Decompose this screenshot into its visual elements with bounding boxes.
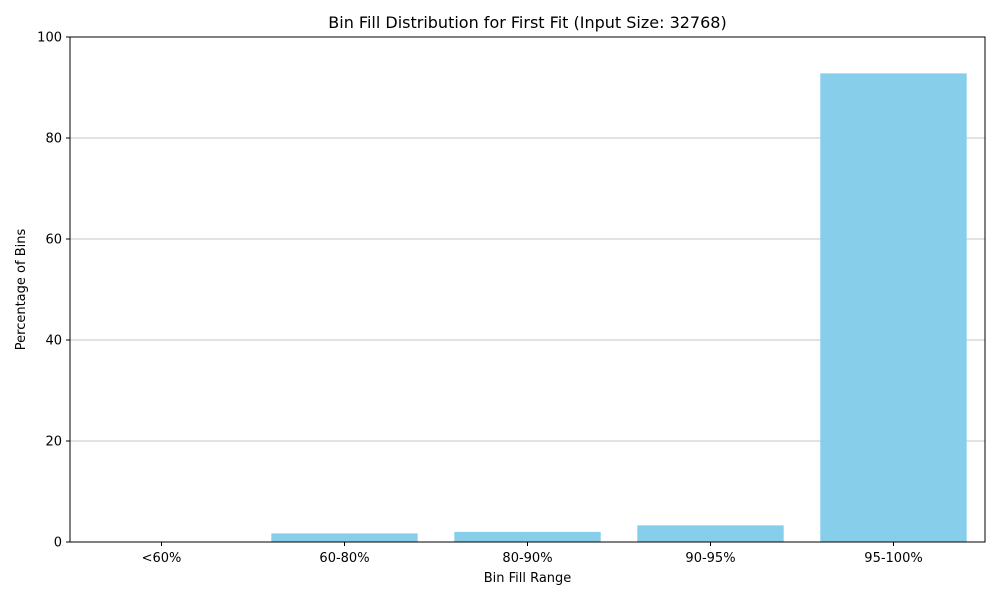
y-tick-label: 80 [45, 132, 62, 147]
y-axis-label: Percentage of Bins [14, 229, 29, 351]
x-tick-label: 90-95% [685, 551, 735, 566]
y-tick-label: 0 [54, 536, 62, 551]
bar [271, 533, 418, 542]
y-tick-label: 60 [45, 233, 62, 248]
bar [637, 525, 784, 542]
y-axis-ticks: 0 20 40 60 80 100 [37, 31, 70, 551]
bars [88, 73, 967, 543]
x-axis-ticks: <60% 60-80% 80-90% 90-95% 95-100% [142, 542, 923, 566]
x-tick-label: <60% [142, 551, 182, 566]
bar [820, 73, 967, 543]
bar [454, 531, 601, 542]
x-tick-label: 60-80% [319, 551, 369, 566]
chart-title: Bin Fill Distribution for First Fit (Inp… [328, 13, 726, 32]
y-tick-label: 100 [37, 31, 62, 46]
x-tick-label: 95-100% [864, 551, 922, 566]
x-tick-label: 80-90% [502, 551, 552, 566]
y-tick-label: 20 [45, 435, 62, 450]
x-axis-label: Bin Fill Range [484, 571, 572, 586]
y-tick-label: 40 [45, 334, 62, 349]
